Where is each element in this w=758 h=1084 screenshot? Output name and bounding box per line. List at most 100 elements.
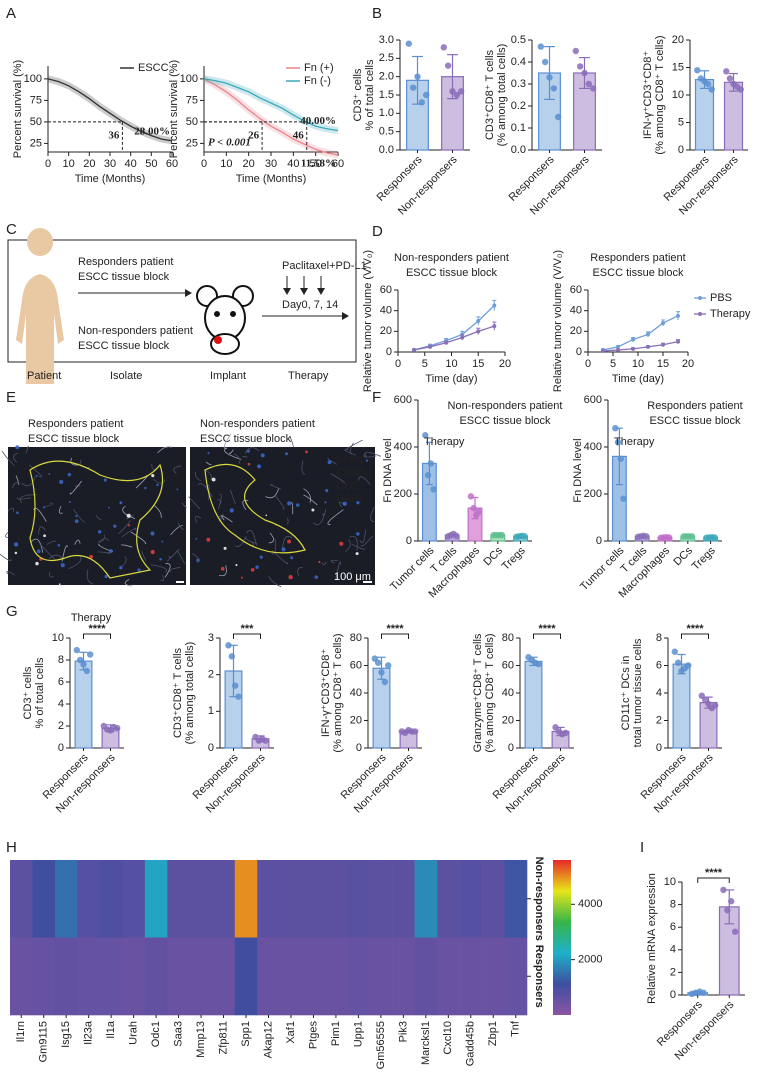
data-point [430,486,437,493]
note: Therapy [71,612,112,624]
image-title: Non-responders patient [200,418,315,430]
y-tick-label: 0 [208,742,214,754]
x-tick-label: 0 [201,158,207,170]
colorbar [553,860,571,1015]
y-axis-label: Relative tumor volume (V/V₀) [362,250,374,392]
tissue-fiber [344,539,351,552]
cell-signal [15,445,20,450]
row-label: Responsers [533,945,545,1008]
cell-signal [156,483,159,487]
cell-signal [137,568,141,572]
cell-signal [311,508,315,512]
tissue-fiber [19,494,37,504]
y-axis-label: Granzyme⁺CD8⁺ T cells [472,633,484,752]
y-tick-label: 1.5 [379,89,394,101]
chart-title: ESCC tissue block [649,415,741,427]
y-tick-label: 8 [656,632,662,644]
data-point [453,532,460,540]
x-tick-label: 10 [445,358,457,370]
panel-label: I [640,839,644,856]
tissue-fiber [169,566,181,573]
column-label: Akap12 [262,1021,274,1058]
column-label: Il23a [83,1020,95,1045]
y-tick-label: 20 [380,325,392,337]
tissue-fiber [99,538,109,543]
y-tick-label: 1 [208,705,214,717]
column-label: Mmp13 [195,1021,207,1058]
tissue-fiber [120,544,133,548]
cell-signal [229,508,234,513]
annotation: P < 0.001 [208,137,251,149]
data-point [262,737,269,744]
data-point [585,80,593,88]
y-tick-label: 10 [664,876,676,888]
data-point [460,335,465,340]
cell-signal [235,564,238,567]
y-tick-label: 0 [386,346,392,358]
cell-signal [35,474,38,477]
cell-signal [314,575,319,579]
label: Paclitaxel+PD-L1 [282,260,367,272]
x-tick-label: 0 [395,358,401,370]
tissue-fiber [135,475,149,489]
legend-label: PBS [710,292,732,304]
tissue-fiber [69,480,83,495]
significance-label: **** [386,623,404,635]
heatmap-cell [279,860,303,938]
patient-silhouette [16,228,64,384]
chart-title: ESCC tissue block [592,267,684,279]
tissue-fiber [327,509,344,525]
tumor-outline [29,460,164,579]
bar [672,663,691,749]
label: Day0, 7, 14 [282,299,338,311]
series-line [203,78,339,132]
cell-signal [305,450,308,454]
label: Non-responders patient [78,325,193,337]
x-tick-label: 20 [243,158,255,170]
y-axis-label: % of total cells [34,657,46,728]
cell-signal [75,514,78,518]
y-tick-label: 0 [58,742,64,754]
data-point [225,642,232,649]
cell-signal [318,560,321,564]
column-label: Urah [128,1021,140,1045]
data-point [684,662,692,669]
y-tick-label: 0.4 [511,56,526,68]
y-axis-label: CD11c⁺ DCs in [620,656,632,731]
y-tick-label: 3.0 [379,34,394,46]
cell-signal [255,565,259,569]
cell-signal [14,551,18,555]
data-point [374,659,382,666]
data-point [589,85,597,92]
tissue-fiber [244,537,258,544]
tissue-fiber [154,505,162,518]
tissue-fiber [173,465,182,474]
data-point [724,907,731,914]
heatmap-cell [54,860,78,938]
cell-signal [325,489,329,493]
y-axis-label: (% among CD8⁺ T cells) [654,35,666,154]
y-tick-label: 0 [670,989,676,1001]
tissue-fiber [364,451,382,458]
data-point [457,88,465,95]
image-title: Responders patient [28,418,123,430]
end-label: 11.58% [301,157,336,169]
data-point [688,533,696,540]
data-point [76,656,84,664]
y-tick-label: 6 [58,676,64,688]
series-line [413,305,495,351]
data-point [537,43,545,50]
significance-label: *** [241,623,255,635]
cell-signal [108,549,113,553]
data-point [704,80,712,88]
median-label: 26 [248,129,260,141]
tissue-fiber [345,439,363,451]
tissue-fiber [28,464,43,478]
y-tick-label: 6 [670,921,676,933]
panel-label: G [6,603,18,620]
cell-signal [324,501,327,504]
tissue-fiber [45,502,54,507]
heatmap-cell [482,860,505,938]
tissue-fiber [359,529,366,544]
